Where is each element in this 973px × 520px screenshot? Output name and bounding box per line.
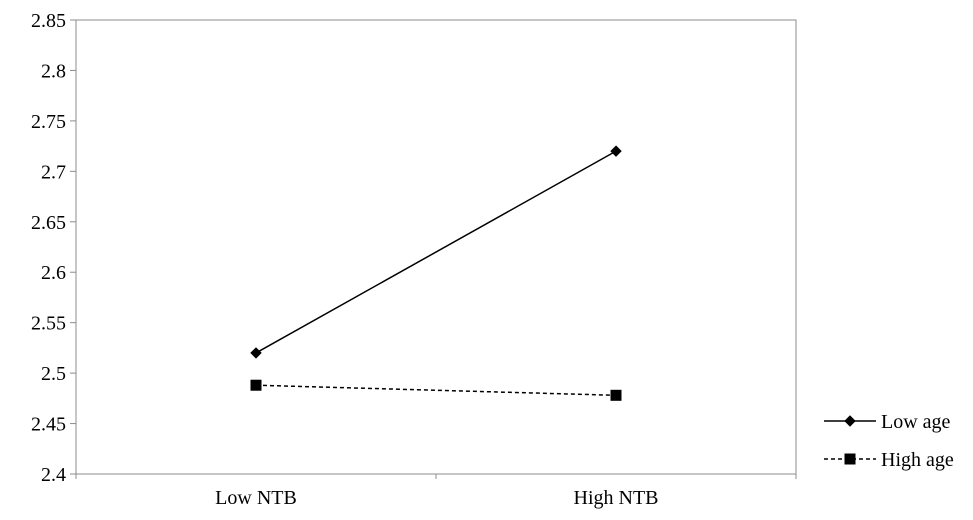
series-line <box>255 150 617 354</box>
y-axis: 2.4 2.45 2.5 2.55 2.6 2.65 2.7 2.75 2.8 2.85 <box>31 10 77 486</box>
series-layer <box>250 145 622 401</box>
series-line <box>255 384 617 397</box>
data-point <box>610 145 622 157</box>
legend: Low age High age <box>824 411 954 471</box>
data-point <box>250 347 262 359</box>
series-high-age <box>250 379 622 401</box>
legend-item: High age <box>824 449 954 471</box>
legend-marker <box>844 453 856 465</box>
y-tick-label: 2.85 <box>31 10 66 32</box>
plot-area <box>75 19 797 475</box>
y-tick-label: 2.65 <box>31 212 66 234</box>
y-tick-label: 2.6 <box>41 262 66 284</box>
y-tick-label: 2.4 <box>41 464 66 486</box>
x-tick-label: High NTB <box>574 487 659 509</box>
legend-label: High age <box>881 449 954 471</box>
y-tick-label: 2.5 <box>41 363 66 385</box>
data-point <box>610 389 622 401</box>
legend-item: Low age <box>824 411 951 433</box>
data-point <box>250 379 262 391</box>
series-low-age <box>250 145 622 359</box>
y-tick-label: 2.8 <box>41 60 66 82</box>
y-tick-label: 2.75 <box>31 111 66 133</box>
legend-label: Low age <box>881 411 951 433</box>
y-tick-label: 2.55 <box>31 313 66 335</box>
x-tick-label: Low NTB <box>215 487 297 509</box>
plot-border <box>75 19 797 475</box>
y-tick-label: 2.45 <box>31 414 66 436</box>
y-tick-label: 2.7 <box>41 161 66 183</box>
x-axis: Low NTB High NTB <box>75 473 797 509</box>
legend-marker <box>844 415 856 427</box>
